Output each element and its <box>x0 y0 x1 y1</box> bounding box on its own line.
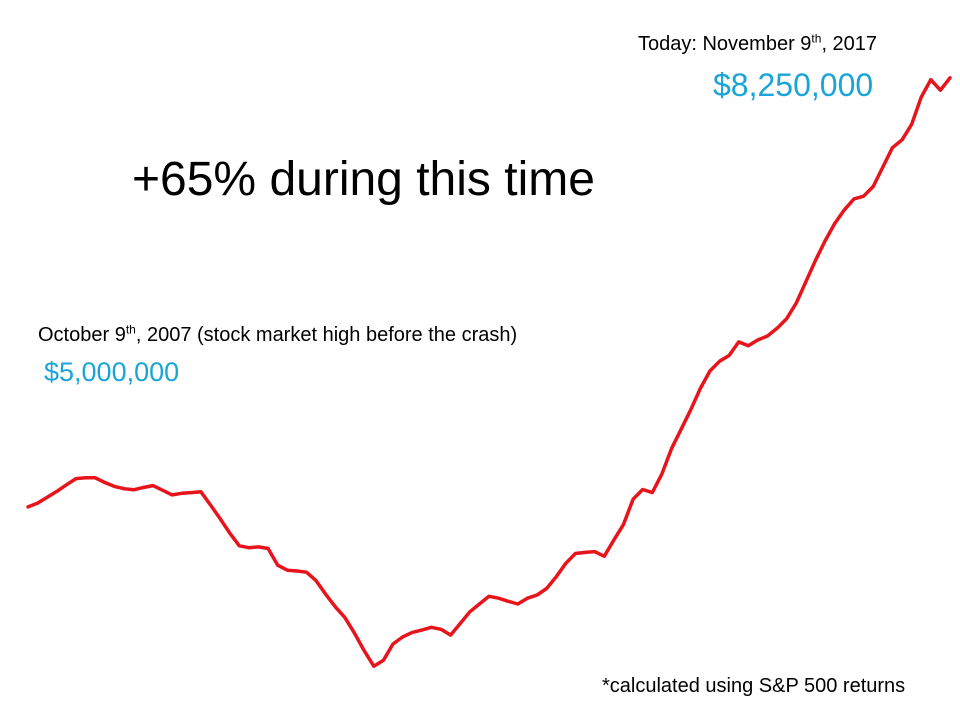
end-value-label: $8,250,000 <box>713 67 874 103</box>
start-value-label: $5,000,000 <box>44 357 180 387</box>
footnote-text: *calculated using S&P 500 returns <box>602 675 906 697</box>
series-line <box>26 76 952 668</box>
headline-text: +65% during this time <box>132 153 595 206</box>
end-date-label: Today: November 9th, 2017 <box>638 31 878 55</box>
start-date-label: October 9th, 2007 (stock market high bef… <box>38 322 518 346</box>
